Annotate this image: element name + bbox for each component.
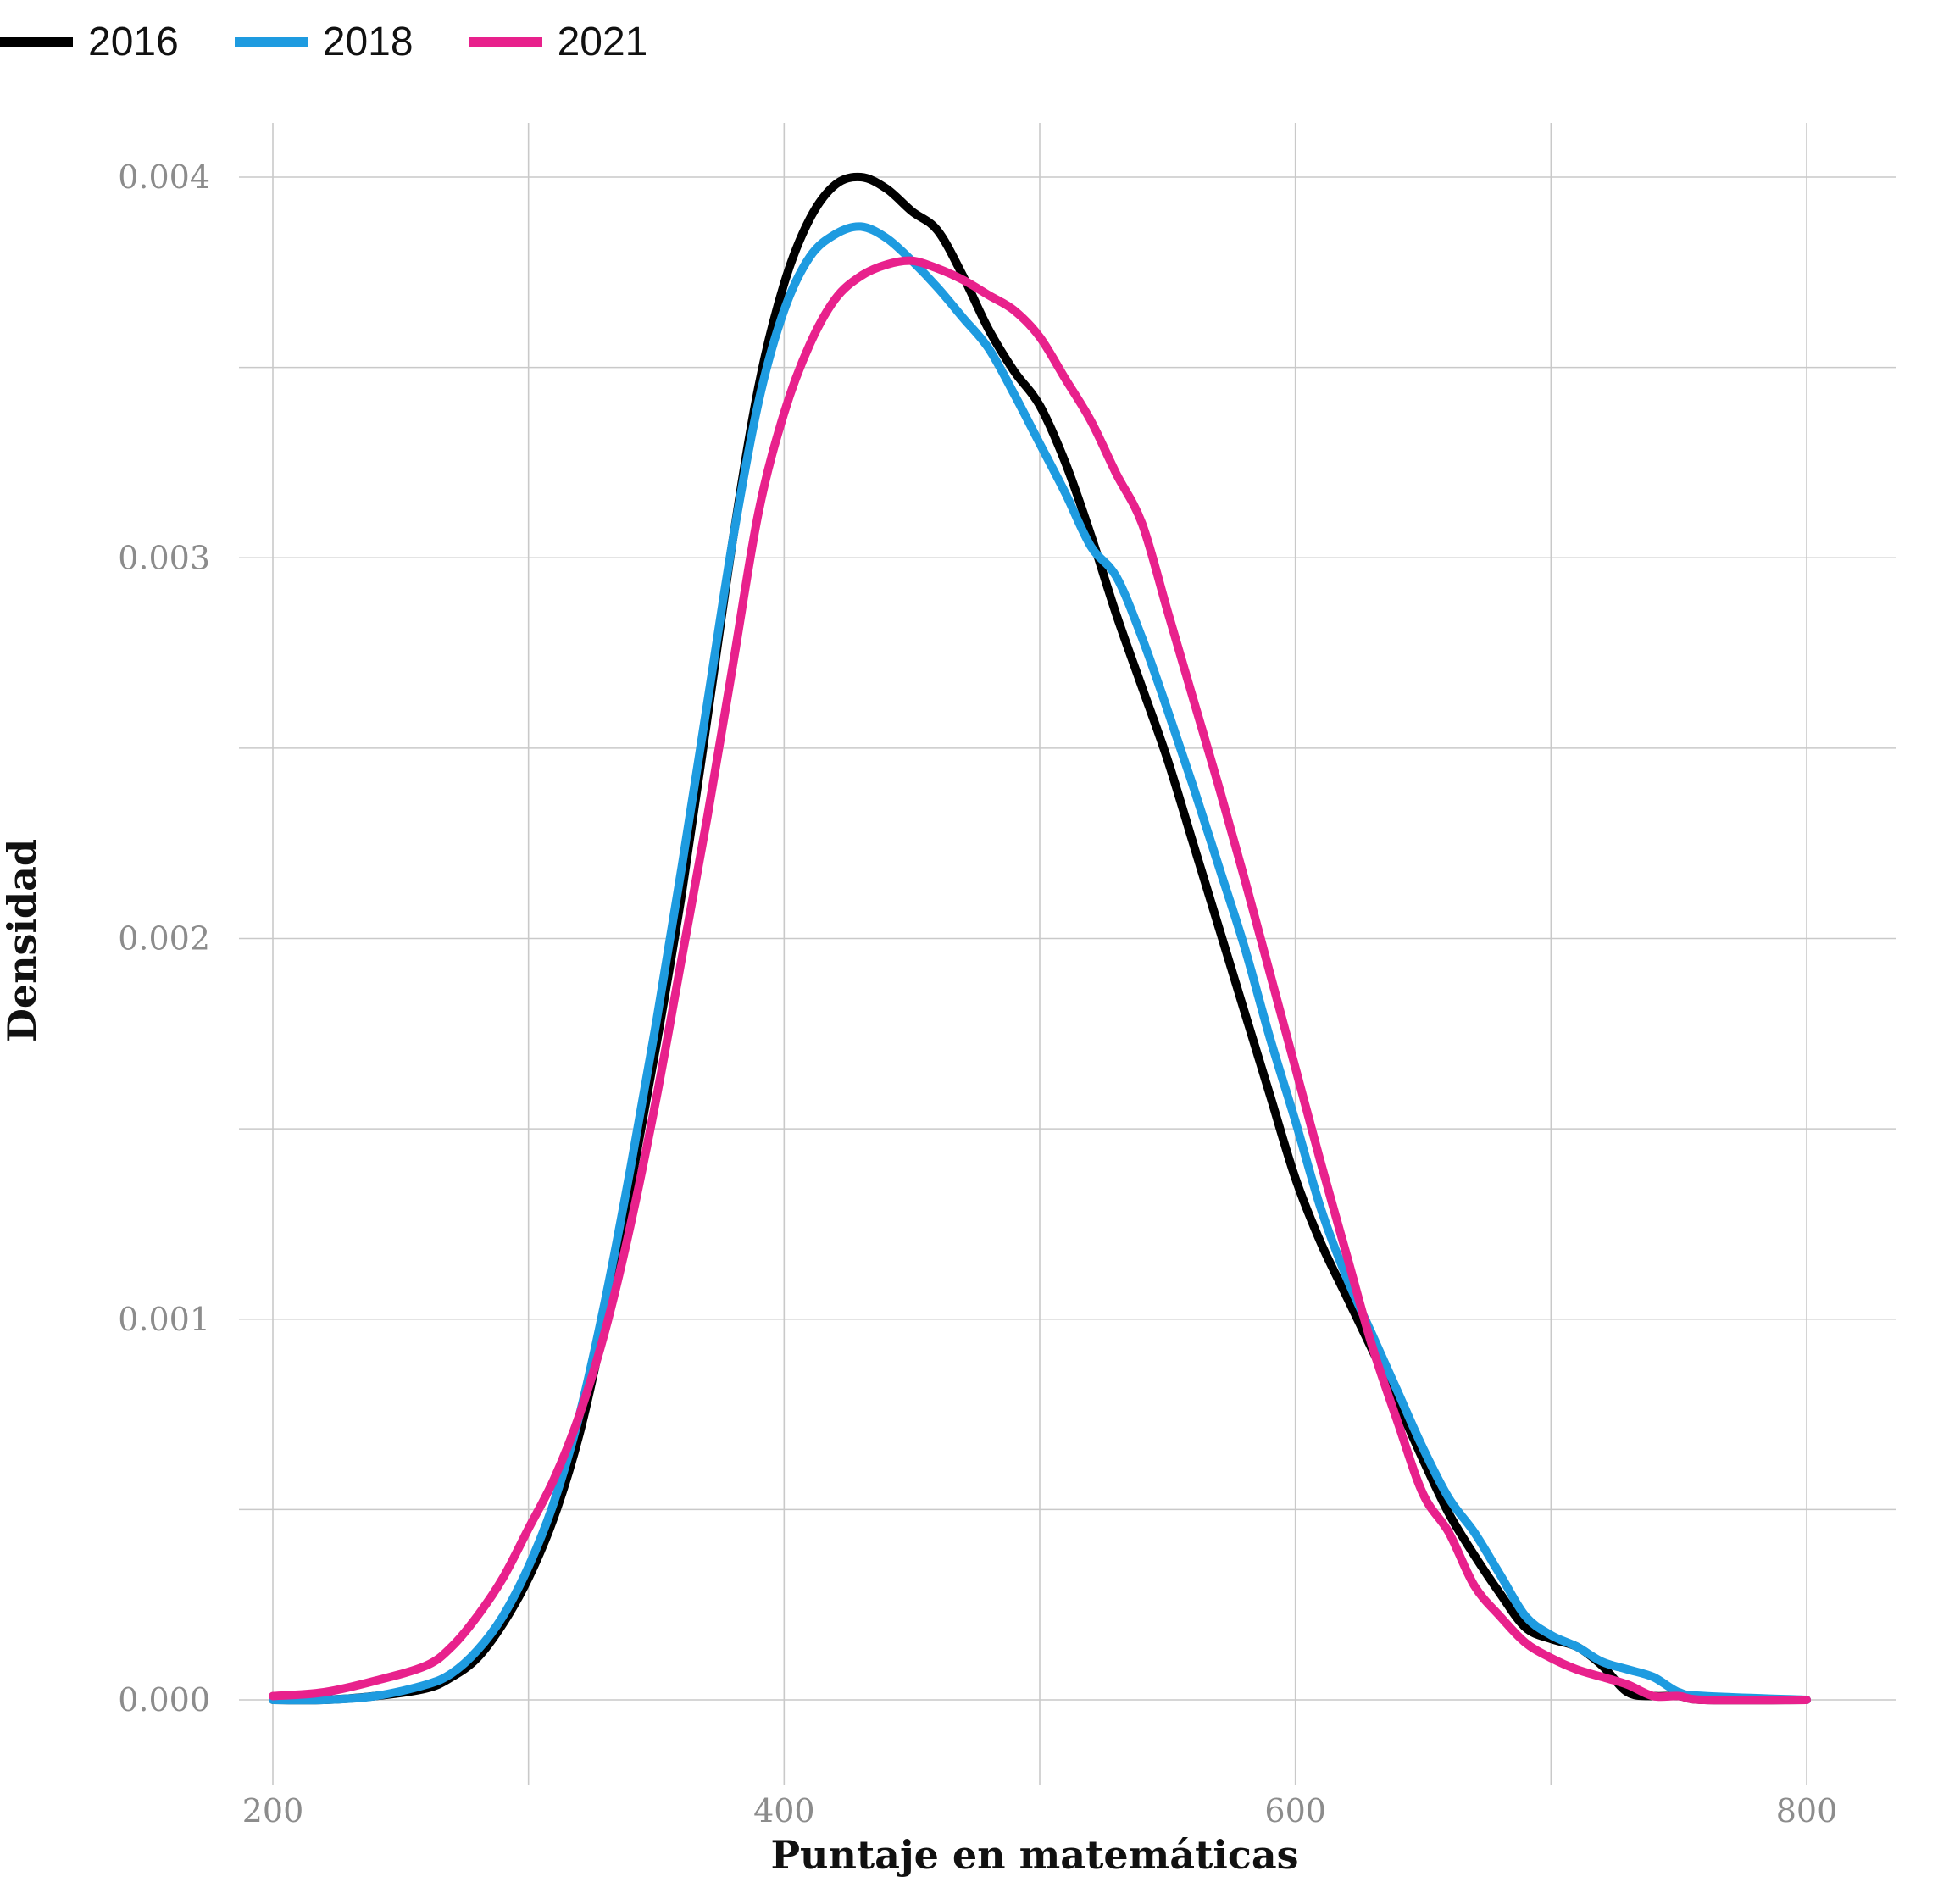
x-tick-label: 200: [242, 1792, 304, 1830]
legend: 2016 2018 2021: [0, 15, 703, 69]
legend-swatch-2021: [469, 37, 542, 47]
y-axis-title: Densidad: [0, 839, 45, 1042]
legend-label-2018: 2018: [322, 19, 414, 64]
y-tick-label: 0.004: [118, 158, 210, 196]
x-axis-title: Puntaje en matemáticas: [770, 1832, 1298, 1878]
series-line-2021: [269, 256, 1811, 1705]
tick-labels: 200 400 600 800 0.000 0.001 0.002 0.003 0.004: [118, 158, 1837, 1830]
x-tick-label: 400: [753, 1792, 815, 1830]
legend-item-2021: 2021: [469, 15, 648, 69]
grid: [239, 123, 1896, 1785]
y-tick-label: 0.003: [118, 539, 210, 576]
series-lines: [269, 172, 1811, 1705]
legend-item-2018: 2018: [234, 15, 414, 69]
y-tick-label: 0.002: [118, 920, 210, 958]
x-tick-label: 800: [1776, 1792, 1838, 1830]
x-tick-label: 600: [1264, 1792, 1326, 1830]
y-tick-label: 0.001: [118, 1301, 210, 1338]
legend-item-2016: 2016: [0, 15, 179, 69]
series-line-2018: [269, 222, 1811, 1705]
legend-label-2021: 2021: [557, 19, 648, 64]
legend-swatch-2016: [0, 37, 73, 47]
legend-swatch-2018: [234, 37, 308, 47]
y-tick-label: 0.000: [118, 1681, 210, 1719]
legend-label-2016: 2016: [88, 19, 179, 64]
